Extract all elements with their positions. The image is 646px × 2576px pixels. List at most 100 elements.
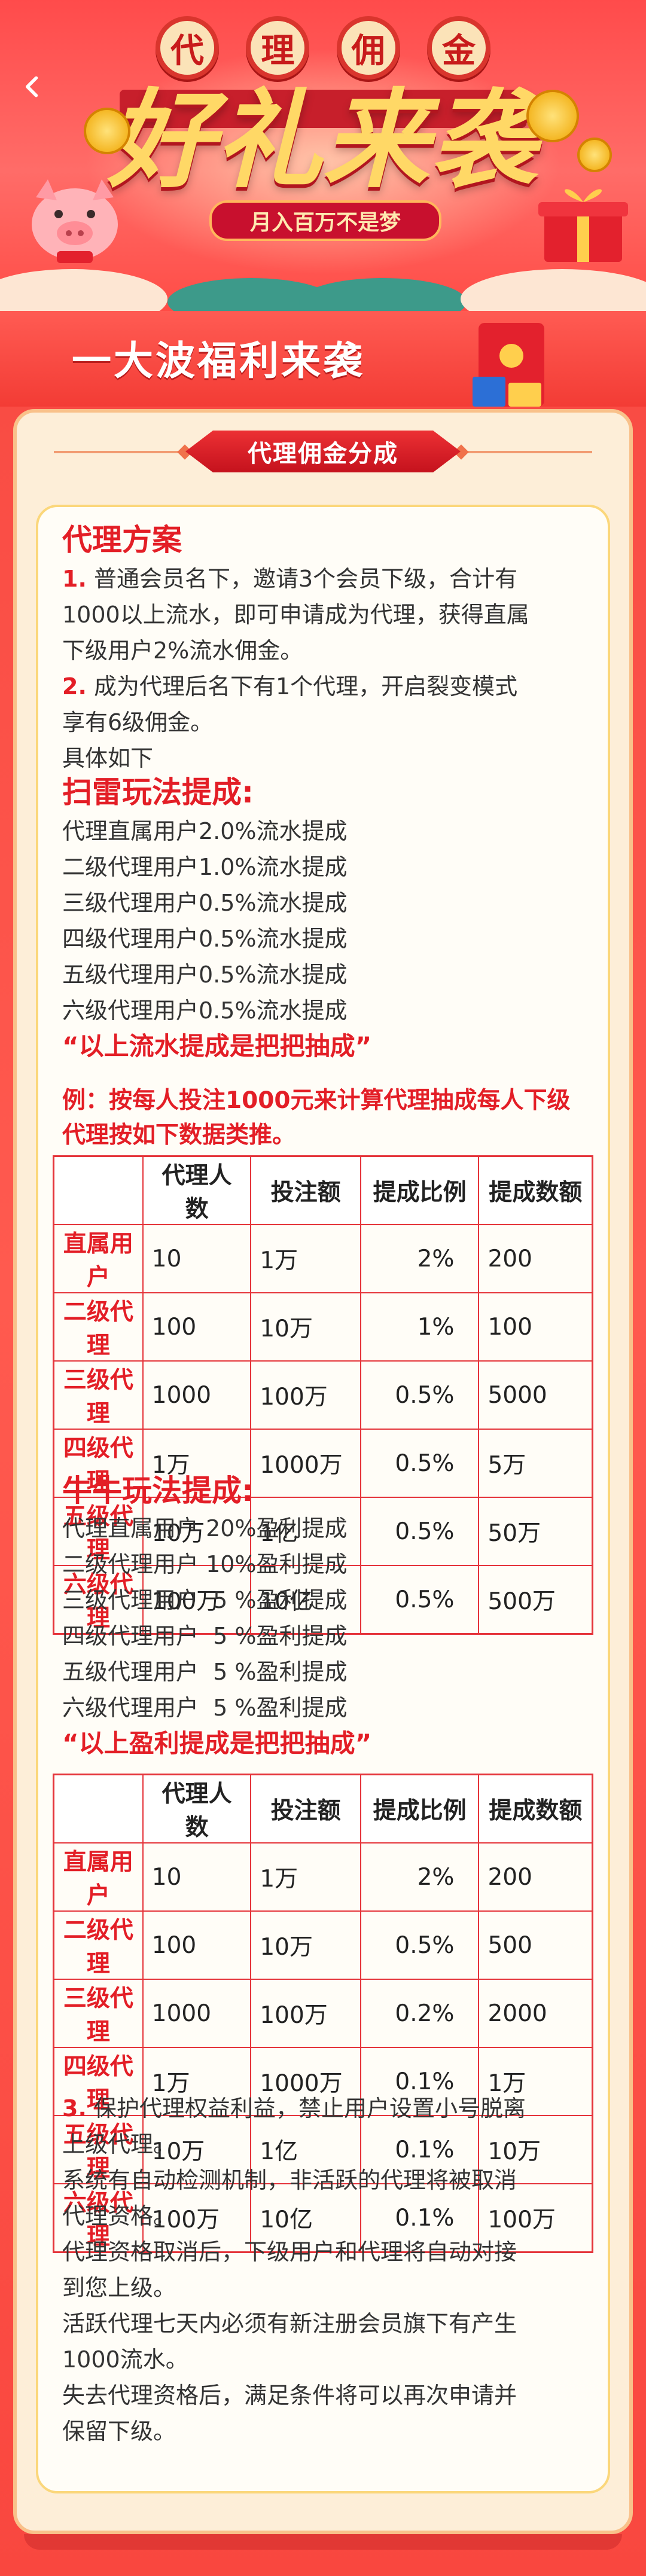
table-cell: 10万 (142, 2115, 252, 2184)
table-cell: 0.5% (359, 1565, 480, 1635)
minesweeper-line: 五级代理用户0.5%流水提成 (62, 962, 348, 988)
table-cell: 100 (142, 1910, 252, 1980)
hero-banner: 代 理 佣 金 好礼来袭 月入百万不是梦 (0, 0, 646, 311)
small-gift-icon (473, 377, 541, 407)
plan-p2-text: 成为代理后名下有1个代理，开启裂变模式 (86, 673, 518, 700)
table-cell: 100万 (250, 1360, 361, 1430)
table-row: 五级代理 10万 1亿 0.1% 10万 (53, 2115, 593, 2184)
table-cell: 0.1% (359, 2047, 480, 2116)
title-char: 代 (156, 16, 219, 80)
table-cell: 1万 (250, 1224, 361, 1293)
table-cell: 0.5% (359, 1429, 480, 1498)
table-cell: 直属用户 (53, 1842, 144, 1912)
table-cell: 1亿 (250, 2115, 361, 2184)
plan-heading: 代理方案 (62, 523, 182, 557)
table-header: 代理人数 (142, 1774, 252, 1844)
gold-coin-icon (526, 90, 579, 142)
rule-line: 代理资格。 (62, 2203, 176, 2229)
plan-p1-line3: 下级用户2%流水佣金。 (62, 637, 303, 664)
minesweeper-quote: “以上流水提成是把把抽成” (62, 1031, 372, 1061)
decor-line (467, 451, 592, 453)
table-cell: 100万 (250, 1979, 361, 2048)
table-cell: 100万 (142, 2183, 252, 2253)
title-char: 理 (246, 16, 310, 80)
niuniu-line: 六级代理用户 5 %盈利提成 (62, 1695, 348, 1721)
table-cell: 1亿 (250, 1497, 361, 1566)
table-row: 四级代理 1万 1000万 0.1% 1万 (53, 2047, 593, 2116)
table-row: 四级代理 1万 1000万 0.5% 5万 (53, 1429, 593, 1498)
table-cell: 100万 (478, 2183, 593, 2253)
table-row: 五级代理 10万 1亿 0.5% 50万 (53, 1497, 593, 1566)
slogan-text: 一大波福利来袭 (72, 338, 365, 384)
table-cell: 500万 (478, 1565, 593, 1635)
back-button[interactable] (12, 66, 54, 108)
table-cell: 10 (142, 1842, 252, 1912)
niuniu-line: 四级代理用户 5 %盈利提成 (62, 1623, 348, 1649)
table-cell: 直属用户 (53, 1224, 144, 1293)
chevron-left-icon (26, 76, 38, 97)
hero-subtitle: 月入百万不是梦 (209, 200, 441, 241)
table-cell: 5万 (478, 1429, 593, 1498)
niuniu-line: 五级代理用户 5 %盈利提成 (62, 1659, 348, 1685)
table-cell: 2000 (478, 1979, 593, 2048)
table-cell: 0.1% (359, 2183, 480, 2253)
title-char: 金 (426, 16, 490, 80)
niuniu-line: 代理直属用户 20%盈利提成 (62, 1515, 348, 1542)
table-cell: 2% (359, 1842, 480, 1912)
table-header: 提成比例 (359, 1774, 480, 1844)
table-cell: 10万 (250, 1910, 361, 1980)
plan-p1-line2: 1000以上流水，即可申请成为代理，获得直属 (62, 602, 529, 628)
table-row: 二级代理 100 10万 0.5% 500 (53, 1910, 593, 1980)
table-cell: 10万 (250, 1292, 361, 1362)
table-cell: 1000万 (250, 2047, 361, 2116)
card-bottom-shadow (24, 2534, 622, 2550)
table-row: 直属用户 10 1万 2% 200 (53, 1224, 593, 1293)
rule-line: 失去代理资格后，满足条件将可以再次申请并 (62, 2382, 517, 2409)
rule-line: 代理资格取消后，下级用户和代理将自动对接 (62, 2239, 517, 2265)
table-row: 三级代理 1000 100万 0.2% 2000 (53, 1979, 593, 2048)
rule-line: 1000流水。 (62, 2346, 188, 2373)
table-cell: 1万 (142, 2047, 252, 2116)
table-cell: 五级代理 (53, 2115, 144, 2184)
gold-coin-icon (577, 138, 612, 172)
table-cell: 100 (478, 1292, 593, 1362)
cloud-decoration (0, 269, 646, 311)
table-cell: 500 (478, 1910, 593, 1980)
table-header (53, 1774, 144, 1844)
section-title: 代理佣金分成 (248, 440, 398, 468)
table-cell: 100 (142, 1292, 252, 1362)
niuniu-table: 代理人数 投注额 提成比例 提成数额 直属用户 10 1万 2% 200 二级代… (53, 1774, 593, 2253)
rule-p3-text: 保护代理权益利益，禁止用户设置小号脱离 (86, 2095, 526, 2122)
table-header: 提成数额 (478, 1155, 593, 1225)
minesweeper-line: 六级代理用户0.5%流水提成 (62, 997, 348, 1024)
table-header: 投注额 (250, 1155, 361, 1225)
table-header: 投注额 (250, 1774, 361, 1844)
gold-coin-icon (84, 108, 130, 154)
minesweeper-line: 二级代理用户1.0%流水提成 (62, 854, 348, 880)
table-cell: 1万 (142, 1429, 252, 1498)
section-title-badge: 代理佣金分成 (185, 431, 461, 472)
table-cell: 0.2% (359, 1979, 480, 2048)
niuniu-line: 三级代理用户 5 %盈利提成 (62, 1587, 348, 1613)
table-cell: 三级代理 (53, 1979, 144, 2048)
table-cell: 1000 (142, 1979, 252, 2048)
gift-box-icon (538, 189, 628, 262)
table-cell: 二级代理 (53, 1910, 144, 1980)
table-cell: 10万 (478, 2115, 593, 2184)
title-ribbon (120, 90, 526, 128)
minesweeper-heading: 扫雷玩法提成: (62, 775, 254, 810)
rule-line: 活跃代理七天内必须有新注册会员旗下有产生 (62, 2311, 517, 2337)
table-cell: 1000万 (250, 1429, 361, 1498)
rule-line: 到您上级。 (62, 2275, 176, 2301)
table-cell: 1万 (250, 1842, 361, 1912)
rule-line: 保留下级。 (62, 2418, 176, 2444)
plan-p1-text: 普通会员名下，邀请3个会员下级，合计有 (86, 566, 518, 592)
table-cell: 2% (359, 1224, 480, 1293)
hero-big-title: 好礼来袭 (108, 78, 538, 202)
table-cell: 10亿 (250, 1565, 361, 1635)
table-row: 三级代理 1000 100万 0.5% 5000 (53, 1360, 593, 1430)
plan-detail: 具体如下 (62, 745, 154, 771)
table-cell: 六级代理 (53, 2183, 144, 2253)
plan-p2-number: 2. (62, 673, 87, 700)
table-cell: 0.5% (359, 1360, 480, 1430)
